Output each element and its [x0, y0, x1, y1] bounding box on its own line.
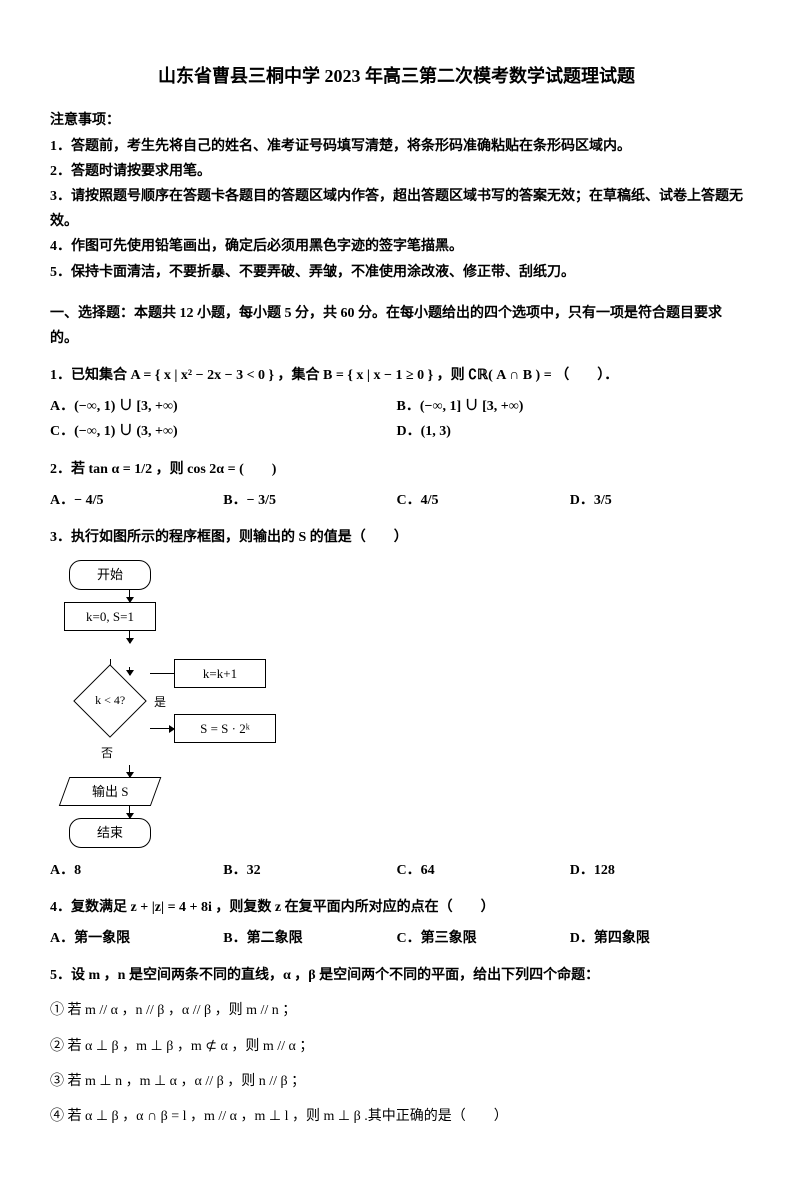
notice-item: 2．答题时请按要求用笔。	[50, 159, 743, 184]
flow-init: k=0, S=1	[64, 602, 156, 631]
flowchart: 开始 k=0, S=1 k < 4? k=k+1	[70, 560, 743, 848]
q2-option-b: B．− 3/5	[223, 488, 396, 513]
question-5: 5．设 m ，n 是空间两条不同的直线，α ，β 是空间两个不同的平面，给出下列…	[50, 963, 743, 988]
notice-item: 5．保持卡面清洁，不要折暴、不要弄破、弄皱，不准使用涂改液、修正带、刮纸刀。	[50, 260, 743, 285]
notice-item: 4．作图可先使用铅笔画出，确定后必须用黑色字迹的签字笔描黑。	[50, 234, 743, 259]
q3-options: A．8 B．32 C．64 D．128	[50, 858, 743, 883]
q4-option-c: C．第三象限	[397, 926, 570, 951]
flow-output: 输出 S	[59, 777, 162, 806]
notice-item: 3．请按照题号顺序在答题卡各题目的答题区域内作答，超出答题区域书写的答案无效；在…	[50, 184, 743, 234]
q5-stmt-3: ③ 若 m ⊥ n ，m ⊥ α ，α // β ，则 n // β ；	[50, 1069, 743, 1094]
q2-option-d: D．3/5	[570, 488, 743, 513]
flow-yes-label: 是	[150, 692, 170, 714]
question-3: 3．执行如图所示的程序框图，则输出的 S 的值是（ ）	[50, 525, 743, 550]
q3-option-a: A．8	[50, 858, 223, 883]
notice-heading: 注意事项：	[50, 108, 743, 133]
q1-option-c: C．(−∞, 1) ∪ (3, +∞)	[50, 419, 397, 444]
q4-options: A．第一象限 B．第二象限 C．第三象限 D．第四象限	[50, 926, 743, 951]
section-heading: 一、选择题：本题共 12 小题，每小题 5 分，共 60 分。在每小题给出的四个…	[50, 301, 743, 351]
q3-option-d: D．128	[570, 858, 743, 883]
q2-option-a: A．− 4/5	[50, 488, 223, 513]
page-title: 山东省曹县三桐中学 2023 年高三第二次模考数学试题理试题	[50, 60, 743, 92]
flow-decision-text: k < 4?	[95, 690, 125, 712]
q1-option-a: A．(−∞, 1) ∪ [3, +∞)	[50, 394, 397, 419]
flow-update: S = S · 2ᵏ	[174, 714, 276, 743]
flow-inc: k=k+1	[174, 659, 266, 688]
flow-start: 开始	[69, 560, 151, 589]
q2-option-c: C．4/5	[397, 488, 570, 513]
flow-output-text: 输出 S	[92, 780, 128, 803]
flow-no-label: 否	[97, 743, 117, 765]
question-1: 1．已知集合 A = { x | x² − 2x − 3 < 0 } ，集合 B…	[50, 363, 743, 388]
question-4: 4．复数满足 z + |z| = 4 + 8i ，则复数 z 在复平面内所对应的…	[50, 895, 743, 920]
q4-option-d: D．第四象限	[570, 926, 743, 951]
q5-stmt-4: ④ 若 α ⊥ β ，α ∩ β = l ，m // α ，m ⊥ l ，则 m…	[50, 1104, 743, 1129]
q1-option-d: D．(1, 3)	[397, 419, 744, 444]
flow-decision: k < 4?	[73, 664, 147, 738]
notice-item: 1．答题前，考生先将自己的姓名、准考证号码填写清楚，将条形码准确粘贴在条形码区域…	[50, 134, 743, 159]
q5-stmt-2: ② 若 α ⊥ β ，m ⊥ β ，m ⊄ α ，则 m // α ；	[50, 1034, 743, 1059]
q5-stmt-1: ① 若 m // α ，n // β ，α // β ，则 m // n ；	[50, 998, 743, 1023]
question-2: 2．若 tan α = 1/2 ，则 cos 2α = ( )	[50, 457, 743, 482]
q2-options: A．− 4/5 B．− 3/5 C．4/5 D．3/5	[50, 488, 743, 513]
q1-option-b: B．(−∞, 1] ∪ [3, +∞)	[397, 394, 744, 419]
flow-end: 结束	[69, 818, 151, 847]
q4-option-a: A．第一象限	[50, 926, 223, 951]
q1-options: A．(−∞, 1) ∪ [3, +∞) B．(−∞, 1] ∪ [3, +∞) …	[50, 394, 743, 444]
q3-option-c: C．64	[397, 858, 570, 883]
q3-option-b: B．32	[223, 858, 396, 883]
q4-option-b: B．第二象限	[223, 926, 396, 951]
